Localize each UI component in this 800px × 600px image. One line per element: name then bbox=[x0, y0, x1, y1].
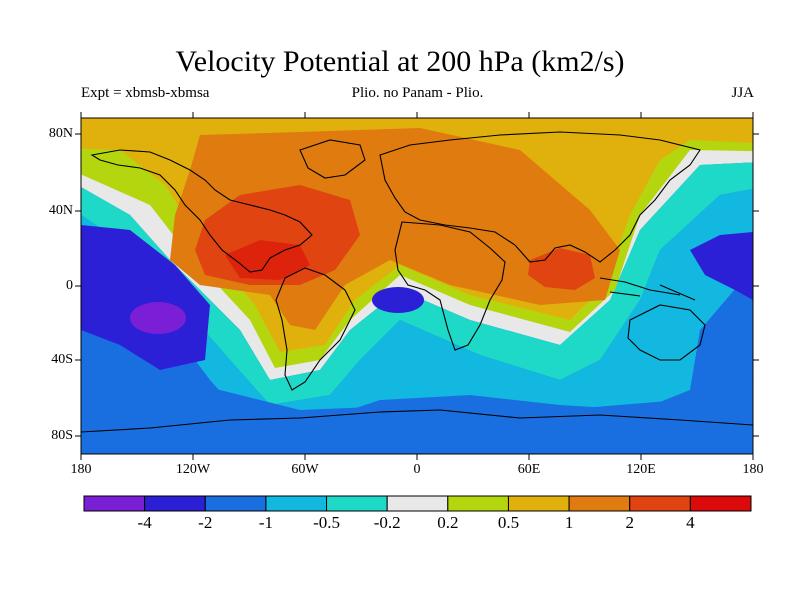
coast-south-america bbox=[275, 267, 356, 391]
colorbar-level-label: -0.2 bbox=[373, 513, 401, 532]
colorbar-swatch bbox=[568, 495, 631, 512]
colorbar-level-label: -0.5 bbox=[313, 513, 340, 532]
colorbar-swatch bbox=[326, 495, 388, 512]
colorbar bbox=[83, 495, 752, 512]
lon-label-0: 0 bbox=[413, 462, 421, 477]
colorbar-level-label: -4 bbox=[137, 513, 152, 532]
colorbar-swatch bbox=[144, 495, 206, 512]
coastlines bbox=[81, 131, 753, 433]
contour-core-red bbox=[225, 240, 310, 280]
contour-blue-southpacific bbox=[81, 225, 210, 370]
lon-label-180w: 180 bbox=[70, 462, 92, 477]
lon-label-60W: 60W bbox=[291, 462, 319, 477]
lat-label-40S: 40S bbox=[51, 352, 73, 367]
lon-label-60E: 60E bbox=[517, 462, 541, 477]
axis-ticks bbox=[75, 112, 759, 460]
colorbar-swatch bbox=[507, 495, 570, 512]
lat-label-80N: 80N bbox=[48, 126, 73, 141]
contour-band-4-indian bbox=[528, 248, 595, 290]
contour-purple-minimum bbox=[130, 302, 186, 334]
lon-label-180e: 180 bbox=[742, 462, 764, 477]
colorbar-swatch bbox=[386, 495, 449, 512]
lon-label-120W: 120W bbox=[175, 462, 211, 477]
coast-north-america bbox=[90, 149, 313, 273]
lon-label-120E: 120E bbox=[626, 462, 656, 477]
colorbar-level-label: 0.2 bbox=[437, 513, 459, 532]
lat-label-40N: 40N bbox=[48, 203, 73, 218]
contour-blue-atlantic bbox=[372, 287, 424, 313]
colorbar-level-label: 1 bbox=[564, 513, 574, 532]
colorbar-swatch bbox=[629, 495, 691, 512]
colorbar-swatch bbox=[83, 495, 146, 512]
colorbar-swatch bbox=[265, 495, 328, 512]
season-label: JJA bbox=[731, 85, 754, 101]
colorbar-level-label: -2 bbox=[198, 513, 213, 532]
lat-label-0: 0 bbox=[66, 278, 73, 293]
contour-band-south bbox=[81, 370, 753, 454]
contour-blue-westpacific bbox=[690, 232, 753, 300]
velocity-potential-field bbox=[81, 118, 753, 454]
coast-indonesia bbox=[599, 277, 696, 301]
chart-title: Velocity Potential at 200 hPa (km2/s) bbox=[175, 45, 625, 78]
colorbar-level-label: 4 bbox=[686, 513, 695, 532]
colorbar-level-label: -1 bbox=[258, 513, 273, 532]
contour-band-neg0.2 bbox=[81, 162, 753, 405]
colorbar-swatch bbox=[204, 495, 267, 512]
colorbar-level-label: 0.5 bbox=[497, 513, 520, 532]
colorbar-swatch bbox=[447, 495, 509, 512]
contour-band-neg0.5 bbox=[81, 188, 753, 425]
lat-label-80S: 80S bbox=[51, 428, 73, 443]
colorbar-level-label: 2 bbox=[625, 513, 634, 532]
experiment-label: Expt = xbmsb-xbmsa bbox=[81, 85, 210, 101]
comparison-label: Plio. no Panam - Plio. bbox=[351, 85, 484, 101]
coast-africa bbox=[394, 221, 506, 351]
coast-eurasia bbox=[379, 131, 701, 263]
coast-antarctica bbox=[81, 409, 753, 433]
colorbar-swatch bbox=[689, 495, 752, 512]
coast-greenland bbox=[299, 139, 366, 179]
coast-australia bbox=[627, 304, 706, 361]
